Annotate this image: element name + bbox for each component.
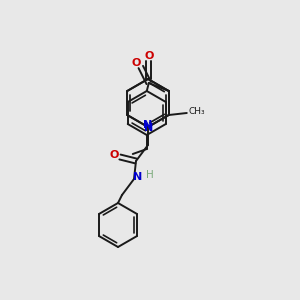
Text: H: H <box>146 170 154 180</box>
Text: N: N <box>144 123 154 133</box>
Text: CH₃: CH₃ <box>188 107 205 116</box>
Text: O: O <box>131 58 140 68</box>
Text: O: O <box>109 150 119 160</box>
Text: O: O <box>144 51 154 61</box>
Text: N: N <box>134 172 142 182</box>
Text: N: N <box>143 120 153 130</box>
